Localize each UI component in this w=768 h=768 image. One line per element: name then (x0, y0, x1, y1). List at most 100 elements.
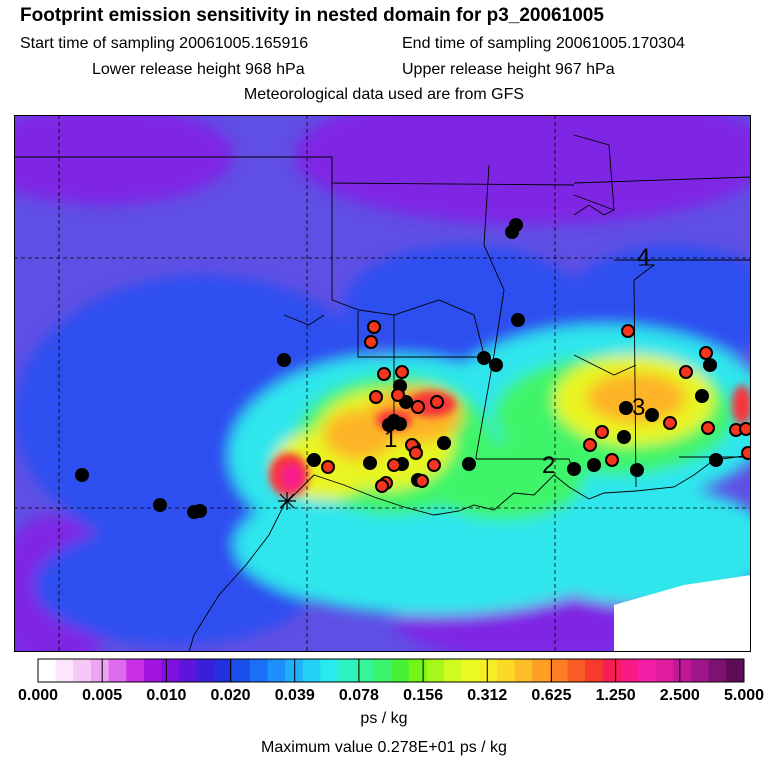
colorbar-swatch (179, 659, 198, 682)
colorbar-swatch (373, 659, 392, 682)
colorbar-swatch (673, 659, 692, 682)
release-point-marker (278, 492, 296, 510)
colorbar-swatch (567, 659, 586, 682)
observation-marker (567, 462, 581, 476)
observation-marker (277, 353, 291, 367)
sensitivity-map: 1 2 3 4 (14, 115, 751, 652)
colorbar-swatch (214, 659, 233, 682)
observation-marker (193, 504, 207, 518)
colorbar-swatch (143, 659, 163, 682)
colorbar-tick-label: 0.078 (339, 687, 379, 704)
colorbar-tick-label: 0.005 (82, 687, 122, 704)
observation-marker (587, 458, 601, 472)
colorbar-swatch (726, 659, 745, 682)
observation-marker (709, 453, 723, 467)
colorbar-swatch (461, 659, 480, 682)
observation-marker (511, 313, 525, 327)
colorbar-swatch (338, 659, 357, 682)
observation-marker-highlight (364, 335, 378, 349)
colorbar-swatch (196, 659, 215, 682)
observation-marker-highlight (663, 416, 677, 430)
observation-marker (477, 351, 491, 365)
observation-marker (153, 498, 167, 512)
colorbar-swatch (38, 659, 57, 682)
observation-marker-highlight (427, 458, 441, 472)
observation-marker-highlight (391, 388, 405, 402)
observation-marker-highlight (409, 446, 423, 460)
observation-marker (619, 401, 633, 415)
start-time-label: Start time of sampling 20061005.165916 (20, 35, 309, 52)
observation-marker (703, 358, 717, 372)
colorbar-swatch (708, 659, 727, 682)
observation-marker (363, 456, 377, 470)
colorbar-swatch (285, 659, 304, 682)
colorbar-swatch (73, 659, 92, 682)
observation-marker-highlight (583, 438, 597, 452)
colorbar-tick-label: 2.500 (660, 687, 700, 704)
colorbar-swatch (620, 659, 639, 682)
colorbar-tick-label: 0.010 (146, 687, 186, 704)
trajectory-label-1: 1 (384, 426, 397, 453)
observation-marker-highlight (701, 421, 715, 435)
trajectory-label-2: 2 (542, 452, 555, 479)
observation-marker (307, 453, 321, 467)
observation-markers (75, 218, 751, 519)
colorbar-swatch (479, 659, 498, 682)
observation-marker-highlight (415, 474, 429, 488)
trajectory-label-4: 4 (637, 244, 650, 271)
map-frame (14, 115, 751, 652)
colorbar-swatch (90, 659, 110, 682)
observation-marker-highlight (699, 346, 713, 360)
sensitivity-field (14, 115, 751, 652)
observation-marker-highlight (741, 446, 751, 460)
observation-marker-highlight (395, 365, 409, 379)
end-time-label: End time of sampling 20061005.170304 (402, 35, 685, 52)
observation-marker-highlight (621, 324, 635, 338)
grid-lines (14, 115, 751, 652)
observation-marker-highlight (739, 422, 751, 436)
trajectory-label-3: 3 (632, 394, 645, 421)
colorbar-swatches (38, 659, 745, 682)
observation-marker (695, 389, 709, 403)
colorbar-swatch (655, 659, 674, 682)
colorbar-swatch (320, 659, 339, 682)
colorbar-swatch (638, 659, 657, 682)
colorbar: 0.000 0.005 0.010 0.020 0.039 0.078 0.156 0.312… (18, 658, 764, 704)
colorbar-swatch (108, 659, 127, 682)
colorbar-swatch (126, 659, 145, 682)
colorbar-swatch (249, 659, 268, 682)
observation-marker (630, 463, 644, 477)
colorbar-swatch (232, 659, 251, 682)
borders (14, 134, 751, 652)
observation-marker (437, 436, 451, 450)
colorbar-swatch (691, 659, 710, 682)
colorbar-tick-label: 0.625 (531, 687, 571, 704)
observation-marker-highlight (605, 453, 619, 467)
colorbar-swatch (602, 659, 621, 682)
lower-height-label: Lower release height 968 hPa (92, 61, 305, 78)
colorbar-swatch (514, 659, 533, 682)
colorbar-swatch (161, 659, 180, 682)
observation-marker-highlight (411, 400, 425, 414)
maximum-value-label: Maximum value 0.278E+01 ps / kg (261, 739, 507, 756)
observation-marker-highlight (367, 320, 381, 334)
observation-marker (75, 468, 89, 482)
met-data-label: Meteorological data used are from GFS (243, 86, 525, 103)
colorbar-tick-label: 0.156 (403, 687, 443, 704)
observation-marker-highlight (375, 479, 389, 493)
colorbar-swatch (549, 659, 568, 682)
colorbar-swatch (443, 659, 463, 682)
colorbar-swatch (426, 659, 445, 682)
observation-marker (505, 225, 519, 239)
observation-marker (617, 430, 631, 444)
colorbar-tick-label: 0.039 (275, 687, 315, 704)
observation-marker-highlight (321, 460, 335, 474)
colorbar-tick-label: 0.312 (467, 687, 507, 704)
colorbar-swatch (408, 659, 427, 682)
colorbar-swatch (55, 659, 74, 682)
observation-marker-highlight (377, 367, 391, 381)
colorbar-tick-label: 0.020 (211, 687, 251, 704)
observation-marker (462, 457, 476, 471)
plot-title: Footprint emission sensitivity in nested… (20, 5, 604, 26)
colorbar-swatch (391, 659, 410, 682)
